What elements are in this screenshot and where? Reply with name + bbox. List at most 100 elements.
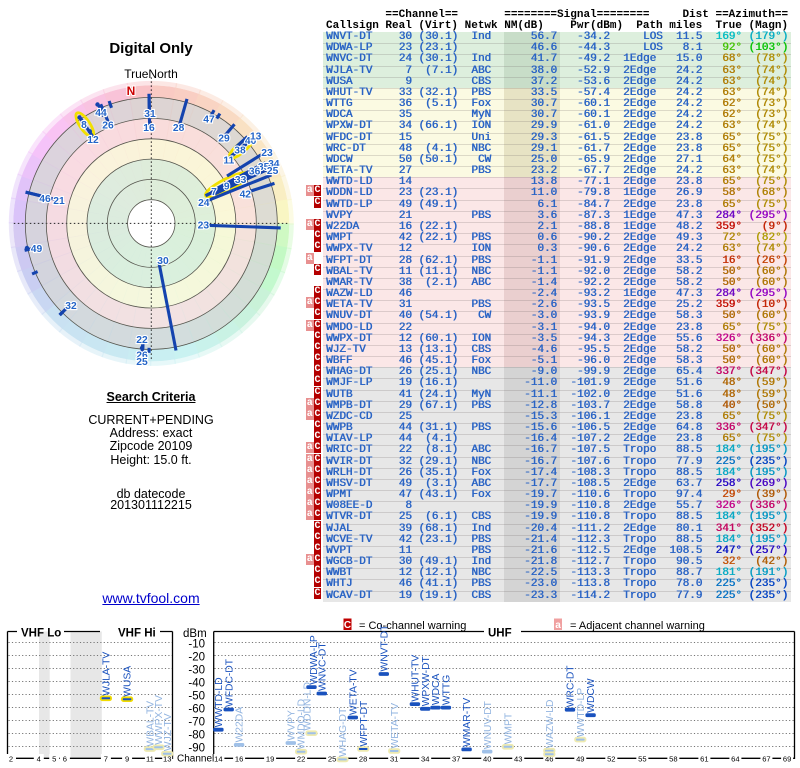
svg-text:33: 33 [235,175,247,186]
svg-text:8: 8 [81,120,87,131]
svg-text:= Adjacent channel warning: = Adjacent channel warning [570,620,705,632]
svg-text:26: 26 [102,121,114,132]
svg-text:VHF Hi: VHF Hi [118,628,156,640]
svg-text:-20: -20 [188,652,205,664]
svg-text:-10: -10 [188,639,205,651]
svg-text:19: 19 [266,755,274,764]
svg-text:WHAG-DT: WHAG-DT [338,707,349,757]
svg-text:11: 11 [146,755,154,764]
svg-text:67: 67 [762,755,770,764]
svg-text:WWTD-LD: WWTD-LD [214,677,225,727]
svg-text:44: 44 [95,108,107,119]
svg-text:7: 7 [104,755,108,764]
svg-text:26: 26 [136,351,148,362]
svg-text:40: 40 [483,755,491,764]
svg-text:16: 16 [235,755,243,764]
svg-text:WNUV-DT: WNUV-DT [483,700,494,749]
svg-text:= Co-channel warning: = Co-channel warning [359,620,466,632]
svg-text:WDDN-LD: WDDN-LD [303,682,314,731]
svg-text:WWPX-TV: WWPX-TV [154,695,165,745]
svg-text:23: 23 [261,148,273,159]
svg-text:5: 5 [52,755,56,764]
svg-text:-90: -90 [188,743,205,755]
svg-text:25: 25 [136,357,148,368]
svg-text:-80: -80 [188,730,205,742]
svg-text:9: 9 [224,182,230,193]
svg-text:36: 36 [249,166,261,177]
svg-text:WVPY: WVPY [286,710,297,740]
svg-text:30: 30 [157,256,169,267]
svg-text:UHF: UHF [488,628,512,640]
svg-text:WDCW: WDCW [586,678,597,713]
svg-text:25: 25 [267,166,279,177]
svg-text:W22DA: W22DA [235,707,246,743]
svg-text:21: 21 [53,196,65,207]
svg-text:C: C [344,620,351,631]
svg-text:WRC-DT: WRC-DT [566,665,577,707]
svg-text:7: 7 [211,187,217,198]
svg-text:13: 13 [250,132,262,143]
svg-text:WJZ-TV: WJZ-TV [163,713,174,751]
svg-text:22: 22 [136,335,148,346]
svg-text:WHUT-TV: WHUT-TV [411,655,422,702]
svg-text:58: 58 [669,755,677,764]
svg-text:WETA-TV: WETA-TV [348,669,359,715]
svg-text:16: 16 [143,123,155,134]
svg-text:WJLA-TV: WJLA-TV [102,652,113,696]
svg-text:WPXW-DT: WPXW-DT [421,655,432,706]
svg-text:WWTD-LP: WWTD-LP [576,688,587,737]
svg-text:-70: -70 [188,717,205,729]
svg-text:dBm: dBm [183,628,207,640]
svg-text:61: 61 [700,755,708,764]
svg-text:-40: -40 [188,678,205,690]
svg-text:-30: -30 [188,665,205,677]
svg-text:37: 37 [452,755,460,764]
svg-text:WDCA: WDCA [431,674,442,706]
svg-text:2: 2 [9,755,13,764]
svg-text:6: 6 [63,755,67,764]
svg-text:-60: -60 [188,704,205,716]
svg-text:-50: -50 [188,691,205,703]
svg-text:a: a [555,620,561,631]
svg-text:WFPT-DT: WFPT-DT [359,700,370,746]
svg-text:23: 23 [198,221,210,232]
svg-text:29: 29 [218,133,230,144]
svg-text:14: 14 [214,755,222,764]
svg-text:VHF Lo: VHF Lo [21,628,61,640]
svg-text:WTTG: WTTG [442,675,453,705]
svg-text:40: 40 [245,136,257,147]
svg-text:55: 55 [638,755,646,764]
svg-text:24: 24 [198,198,210,209]
svg-text:N: N [127,84,136,98]
svg-text:49: 49 [576,755,584,764]
svg-text:64: 64 [731,755,739,764]
svg-text:47: 47 [203,115,215,126]
svg-text:38: 38 [234,146,246,157]
svg-text:34: 34 [268,159,280,170]
svg-text:32: 32 [65,301,77,312]
svg-text:25: 25 [328,755,336,764]
svg-text:WNVT-DT: WNVT-DT [379,624,390,672]
svg-text:WAZW-LD: WAZW-LD [545,700,556,749]
svg-text:WFDC-DT: WFDC-DT [224,658,235,707]
svg-text:11: 11 [223,156,234,167]
svg-text:WUSA: WUSA [123,666,134,697]
svg-text:WMPT: WMPT [504,712,515,744]
svg-text:28: 28 [173,123,185,134]
svg-text:31: 31 [390,755,398,764]
svg-text:46: 46 [545,755,553,764]
svg-text:12: 12 [87,135,99,146]
svg-text:WNVC-DT: WNVC-DT [317,642,328,691]
svg-text:28: 28 [359,755,367,764]
svg-text:Channel: Channel [177,754,214,765]
svg-text:WMAR-TV: WMAR-TV [462,698,473,747]
svg-text:49: 49 [31,244,43,255]
svg-text:52: 52 [607,755,615,764]
svg-text:34: 34 [421,755,429,764]
svg-text:WMDO-LD: WMDO-LD [297,699,308,749]
svg-text:35: 35 [258,162,270,173]
svg-text:4: 4 [37,755,41,764]
svg-text:43: 43 [514,755,522,764]
svg-text:13: 13 [163,755,171,764]
svg-text:46: 46 [39,194,51,205]
